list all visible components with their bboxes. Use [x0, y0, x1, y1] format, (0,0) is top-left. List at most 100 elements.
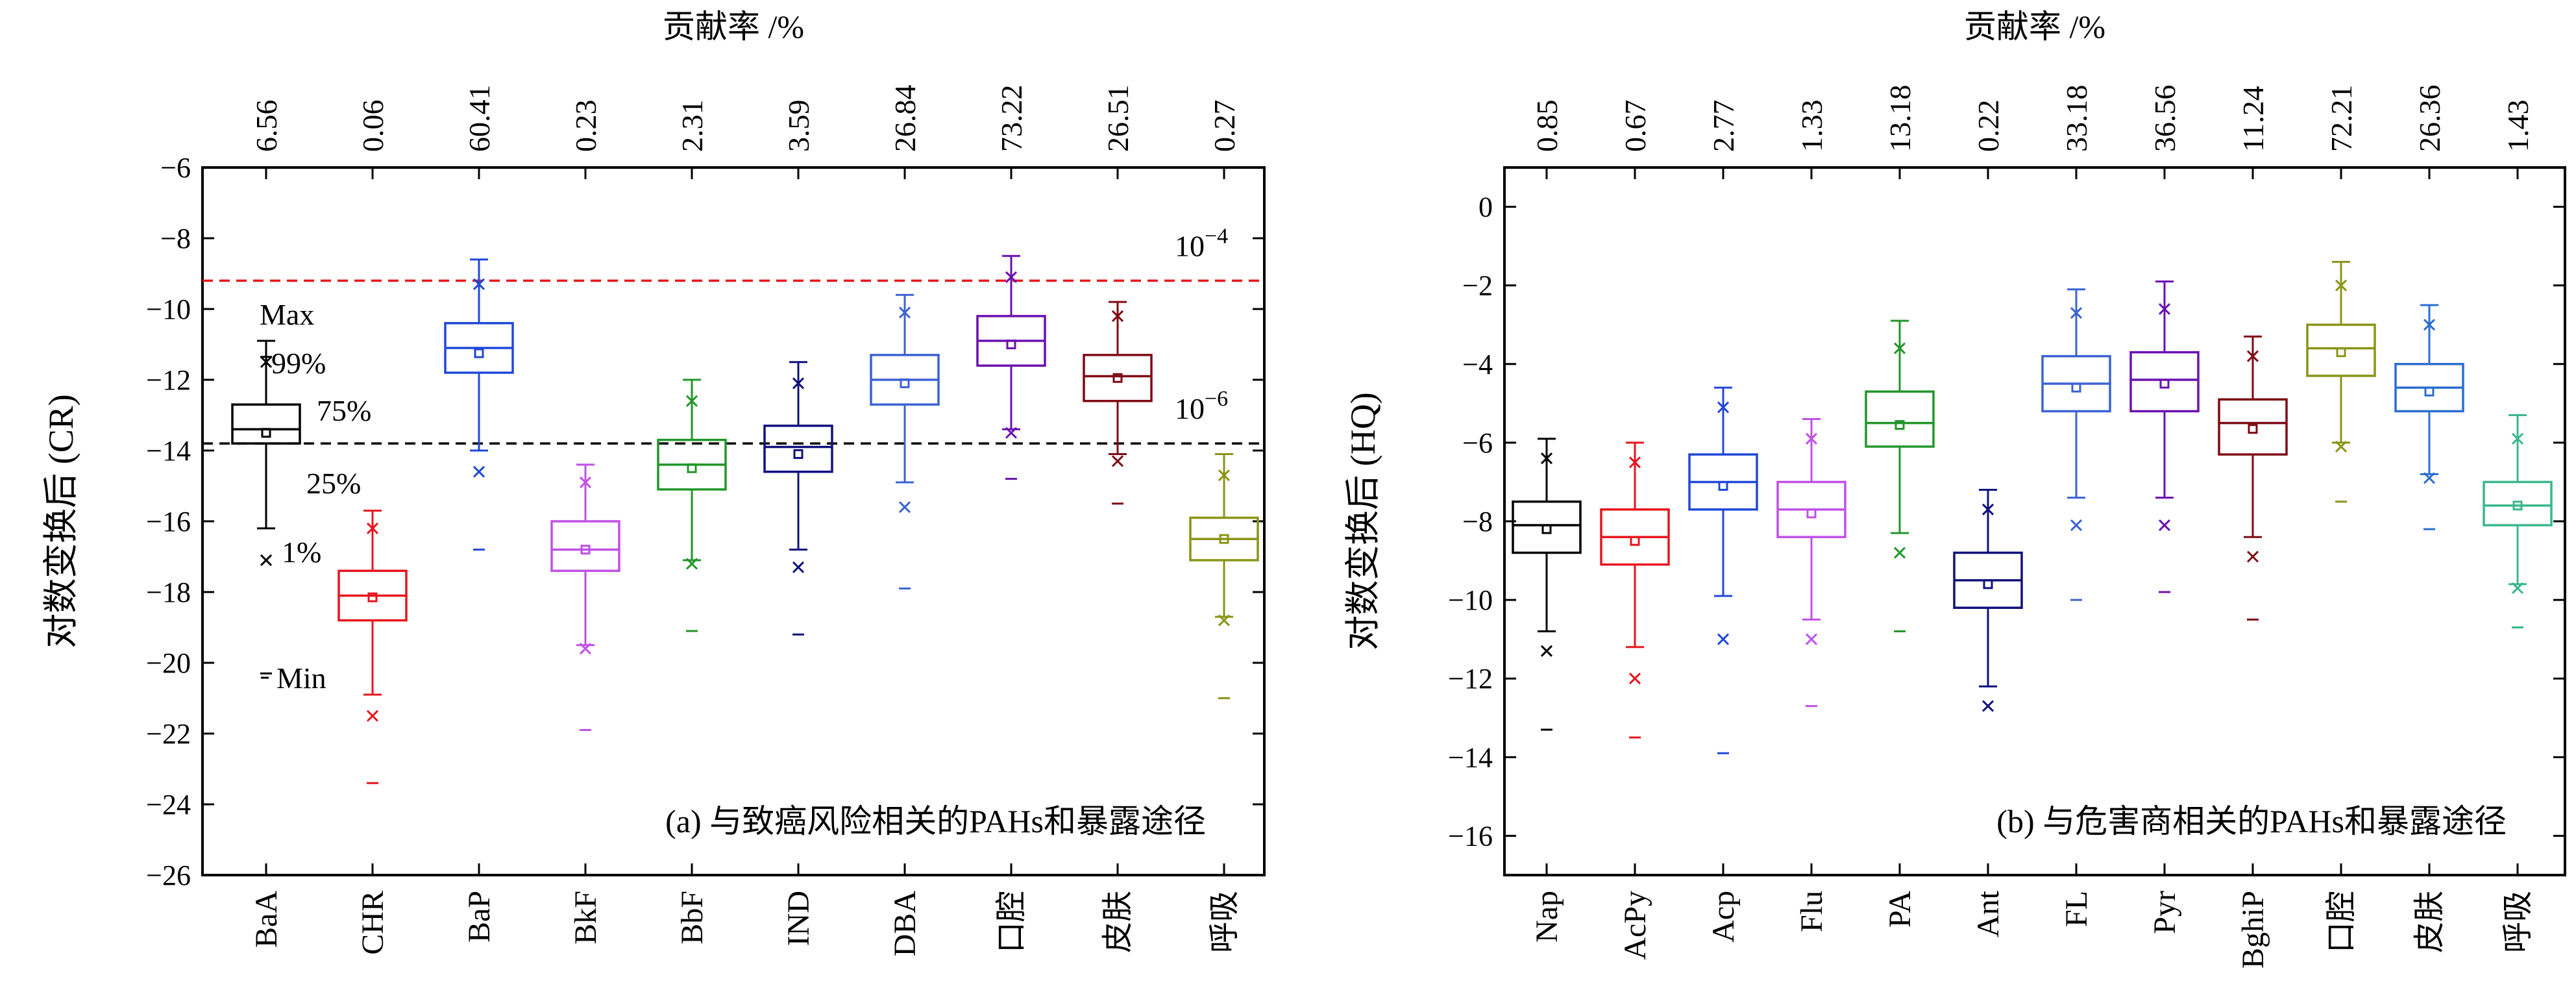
- contribution-label: 73.22: [995, 85, 1028, 153]
- y-tick-label: −26: [146, 860, 191, 891]
- p99-marker-b: [2070, 306, 2083, 319]
- box-body: [2218, 398, 2288, 456]
- box-body: [2483, 480, 2553, 526]
- mean-marker: [2336, 347, 2346, 358]
- p99-marker-b: [2246, 350, 2259, 362]
- box-8: BghiP 11.24: [2218, 86, 2288, 969]
- annotation-p1: 1%: [282, 536, 321, 569]
- contribution-label: 0.27: [1208, 100, 1241, 153]
- p1-marker-b: [366, 710, 379, 722]
- category-label: Acp: [1706, 891, 1741, 943]
- box-body: [550, 520, 620, 573]
- p1-marker-b: [1111, 455, 1124, 467]
- contribution-label: 6.56: [250, 100, 283, 153]
- annotation-q3: 75%: [317, 394, 371, 427]
- mean-marker: [1983, 579, 1993, 589]
- p99-marker-b: [1218, 469, 1231, 482]
- contribution-label: 0.06: [356, 100, 389, 153]
- reference-line-exponent: −4: [1205, 224, 1228, 248]
- p1-marker-b: [792, 561, 805, 573]
- box-10: 皮肤 26.36: [2394, 85, 2464, 953]
- p1-marker-b: [472, 465, 485, 478]
- contribution-label: 0.67: [1619, 100, 1652, 153]
- category-label: 皮肤: [1101, 891, 1135, 953]
- p1-marker-b: [1628, 673, 1641, 685]
- box-4: BbF 2.31: [657, 100, 727, 945]
- mean-marker: [2512, 501, 2523, 511]
- panel-label: (b) 与危害商相关的PAHs和暴露途径: [1996, 803, 2507, 839]
- y-tick-label: −8: [1462, 506, 1493, 538]
- box-body: [2306, 323, 2376, 377]
- contribution-label: 0.22: [1972, 100, 2005, 153]
- y-tick-label: −6: [1462, 427, 1493, 459]
- contribution-label: 36.56: [2148, 85, 2181, 153]
- annotation-min: Min: [276, 662, 326, 695]
- mean-marker: [367, 592, 378, 602]
- box-7: 口腔 73.22: [976, 85, 1046, 953]
- y-tick-label: −16: [1448, 820, 1493, 852]
- mean-marker: [1112, 373, 1123, 383]
- category-label: Flu: [1795, 891, 1829, 932]
- p99-marker-b: [1717, 401, 1730, 414]
- mean-marker: [2071, 382, 2081, 393]
- mean-marker: [261, 428, 271, 438]
- contribution-label: 33.18: [2060, 85, 2093, 153]
- category-label: DBA: [888, 891, 922, 957]
- y-tick-label: −24: [146, 789, 191, 821]
- p1-marker-b: [2511, 582, 2524, 595]
- category-label: 皮肤: [2412, 891, 2447, 953]
- category-label: Nap: [1530, 891, 1564, 943]
- mean-marker: [900, 378, 910, 388]
- category-label: 呼吸: [2501, 891, 2535, 953]
- category-label: AcPy: [1618, 891, 1652, 960]
- p1-marker-b: [260, 554, 273, 567]
- p99-marker-b: [792, 377, 805, 390]
- mean-marker: [2248, 424, 2258, 434]
- box-7: Pyr 36.56: [2129, 85, 2200, 934]
- p99-marker-b: [1111, 310, 1124, 322]
- y-tick-label: −12: [146, 364, 191, 396]
- contribution-label: 26.84: [889, 85, 922, 153]
- p99-marker-b: [579, 476, 592, 489]
- category-label: IND: [781, 891, 816, 946]
- mean-marker: [580, 545, 591, 555]
- box-1: CHR 0.06: [337, 100, 408, 955]
- mean-marker: [687, 463, 697, 473]
- y-tick-label: 0: [1478, 192, 1493, 223]
- plot-frame: [201, 166, 1266, 876]
- contribution-label: 1.43: [2501, 100, 2534, 153]
- category-label: BkF: [569, 891, 603, 945]
- contribution-label: 26.51: [1101, 85, 1135, 153]
- reference-line-exponent: −6: [1205, 387, 1228, 411]
- contribution-label: 0.85: [1530, 100, 1564, 153]
- category-label: PA: [1883, 891, 1917, 928]
- p1-marker-b: [1981, 700, 1994, 712]
- contribution-label: 13.18: [1883, 85, 1917, 153]
- box-3: Flu 1.33: [1776, 100, 1846, 932]
- reference-line-label: 10−6: [1175, 387, 1228, 425]
- box-0: Nap 0.85: [1512, 100, 1582, 943]
- p99-marker-b: [1005, 271, 1018, 284]
- p1-marker-b: [1893, 547, 1906, 559]
- contribution-label: 1.33: [1795, 100, 1828, 153]
- y-tick-label: −16: [146, 506, 191, 538]
- contribution-label: 60.41: [463, 85, 496, 153]
- box-2: BaP 60.41: [444, 85, 514, 943]
- p99-marker-b: [1893, 342, 1906, 354]
- box-6: FL 33.18: [2041, 85, 2111, 927]
- p99-marker-b: [1540, 452, 1553, 465]
- p99-marker-b: [2158, 303, 2171, 316]
- y-tick-label: −20: [146, 647, 191, 679]
- annotation-max: Max: [260, 298, 314, 331]
- category-label: Pyr: [2148, 891, 2182, 934]
- y-axis-label: 对数变换后 (HQ): [1343, 392, 1382, 650]
- y-tick-label: −2: [1462, 270, 1493, 302]
- y-tick-label: −10: [1448, 584, 1493, 616]
- y-tick-label: −12: [1448, 663, 1493, 695]
- top-axis-title: 贡献率 /%: [663, 8, 804, 45]
- p99-marker-b: [260, 356, 273, 368]
- box-11: 呼吸 1.43: [2483, 100, 2553, 953]
- p99-marker-b: [2335, 279, 2348, 291]
- box-body: [1083, 354, 1153, 402]
